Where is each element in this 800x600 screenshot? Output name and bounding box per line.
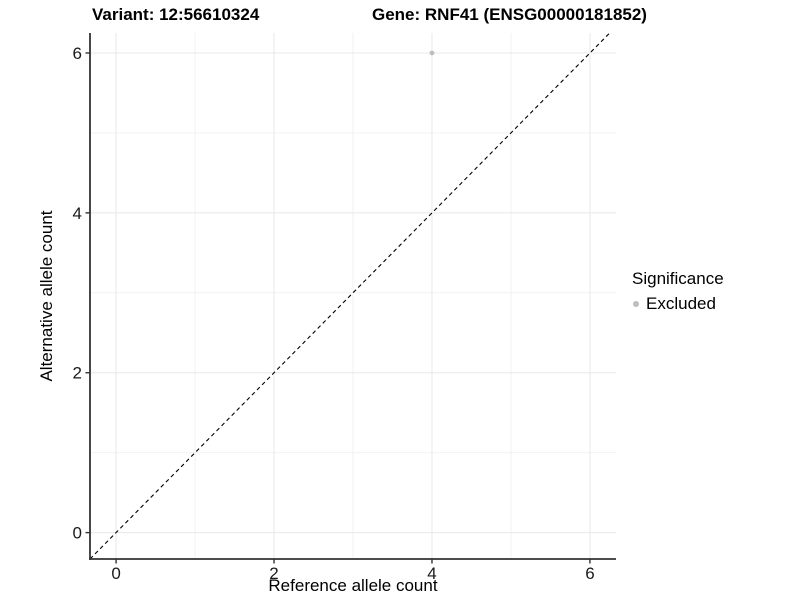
legend-title: Significance (632, 269, 724, 288)
y-tick-label: 2 (73, 364, 82, 383)
x-tick-label: 2 (269, 564, 278, 583)
y-axis-title: Alternative allele count (37, 210, 56, 382)
x-tick-label: 4 (427, 564, 436, 583)
identity-line (89, 32, 611, 560)
y-tick-label: 4 (73, 204, 82, 223)
y-tick-label: 6 (73, 44, 82, 63)
data-point (429, 50, 435, 56)
legend-key-dot-icon (633, 301, 639, 307)
y-tick-label: 0 (73, 524, 82, 543)
legend-entry-excluded: Excluded (633, 294, 724, 314)
x-axis-title: Reference allele count (268, 576, 438, 595)
variant-title: Variant: 12:56610324 (92, 5, 260, 24)
gene-title: Gene: RNF41 (ENSG00000181852) (372, 5, 647, 24)
x-tick-label: 0 (111, 564, 120, 583)
x-tick-label: 6 (585, 564, 594, 583)
legend-entry-label: Excluded (646, 294, 716, 313)
legend: Significance Excluded (632, 269, 724, 314)
